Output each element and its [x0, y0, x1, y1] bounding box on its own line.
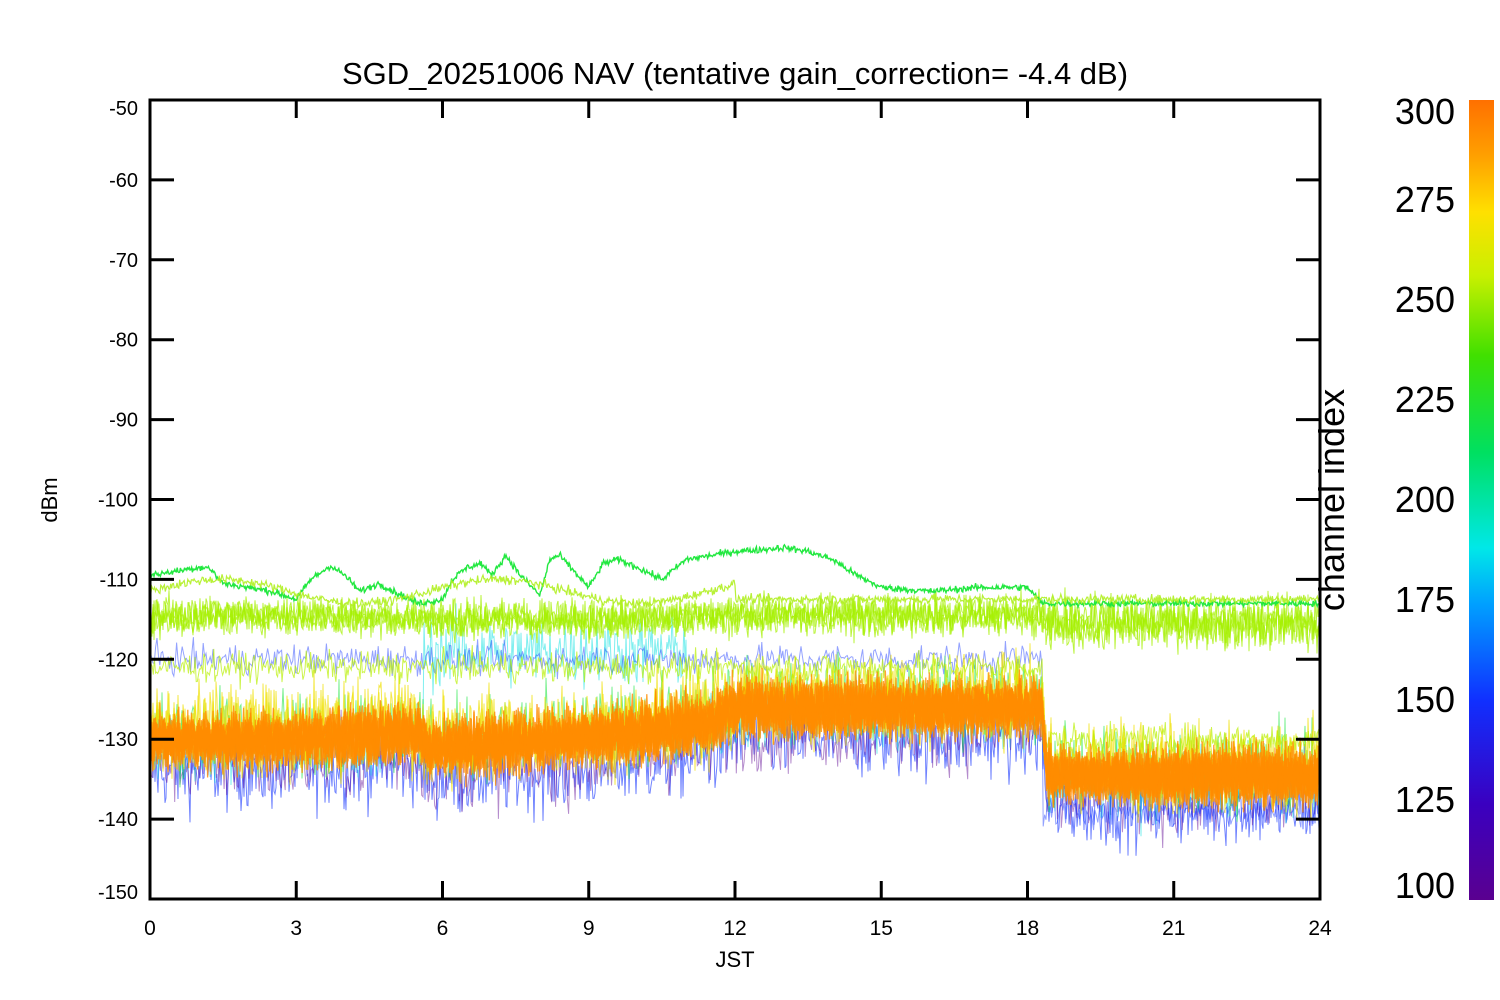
x-axis-label: JST [715, 947, 754, 972]
x-tick-label: 9 [583, 917, 595, 940]
x-tick-label: 24 [1308, 917, 1332, 940]
colorbar-tick-label: 250 [1395, 279, 1455, 320]
colorbar [1469, 100, 1494, 900]
series-trace-blue-low [150, 690, 1320, 856]
y-tick-label: -50 [109, 98, 138, 120]
chart-title: SGD_20251006 NAV (tentative gain_correct… [342, 56, 1128, 91]
series-trace-blue-upper [150, 637, 1320, 831]
y-tick-label: -60 [109, 170, 138, 192]
colorbar-tick-label: 175 [1395, 579, 1455, 620]
series-trace-yellow-green-2 [150, 587, 1320, 652]
y-tick-label: -140 [98, 809, 138, 831]
series-trace-yellow-green-lower [150, 645, 1320, 759]
colorbar-tick-label: 150 [1395, 679, 1455, 720]
plot-data-area [150, 543, 1320, 856]
colorbar-tick-label: 275 [1395, 179, 1455, 220]
colorbar-tick-label: 200 [1395, 479, 1455, 520]
x-tick-label: 21 [1162, 917, 1185, 940]
y-tick-label: -90 [109, 410, 138, 432]
y-tick-label: -110 [99, 569, 138, 591]
y-tick-label: -70 [109, 250, 138, 272]
series-trace-green-upper [150, 543, 1320, 610]
y-axis-label: dBm [37, 477, 62, 522]
series-trace-orange-9 [150, 672, 1320, 810]
x-tick-label: 6 [437, 917, 449, 940]
x-tick-label: 12 [723, 917, 746, 940]
y-axis: -50 -60 -70 -80 -90 -100 -110 -120 -130 -140 -150 [98, 98, 1320, 904]
colorbar-tick-label: 225 [1395, 379, 1455, 420]
colorbar-tick-label: 100 [1395, 865, 1455, 906]
colorbar-tick-label: 300 [1395, 91, 1455, 132]
colorbar-ticks: 300 275 250 225 200 175 150 125 100 [1395, 91, 1455, 906]
y-tick-label: -120 [98, 649, 138, 671]
y-tick-label: -100 [98, 490, 138, 512]
x-axis: 0 3 6 9 12 15 18 21 24 [144, 100, 1332, 940]
y-tick-label: -150 [98, 882, 138, 904]
x-tick-label: 3 [290, 917, 302, 940]
series-trace-lime-arc [150, 573, 1320, 611]
colorbar-tick-label: 125 [1395, 779, 1455, 820]
x-tick-label: 15 [870, 917, 893, 940]
y-tick-label: -80 [109, 330, 138, 352]
colorbar-label: channel index [1311, 389, 1352, 611]
series-trace-yellow-green-3 [150, 590, 1320, 655]
x-tick-label: 18 [1016, 917, 1039, 940]
x-tick-label: 0 [144, 917, 156, 940]
y-tick-label: -130 [98, 729, 138, 751]
